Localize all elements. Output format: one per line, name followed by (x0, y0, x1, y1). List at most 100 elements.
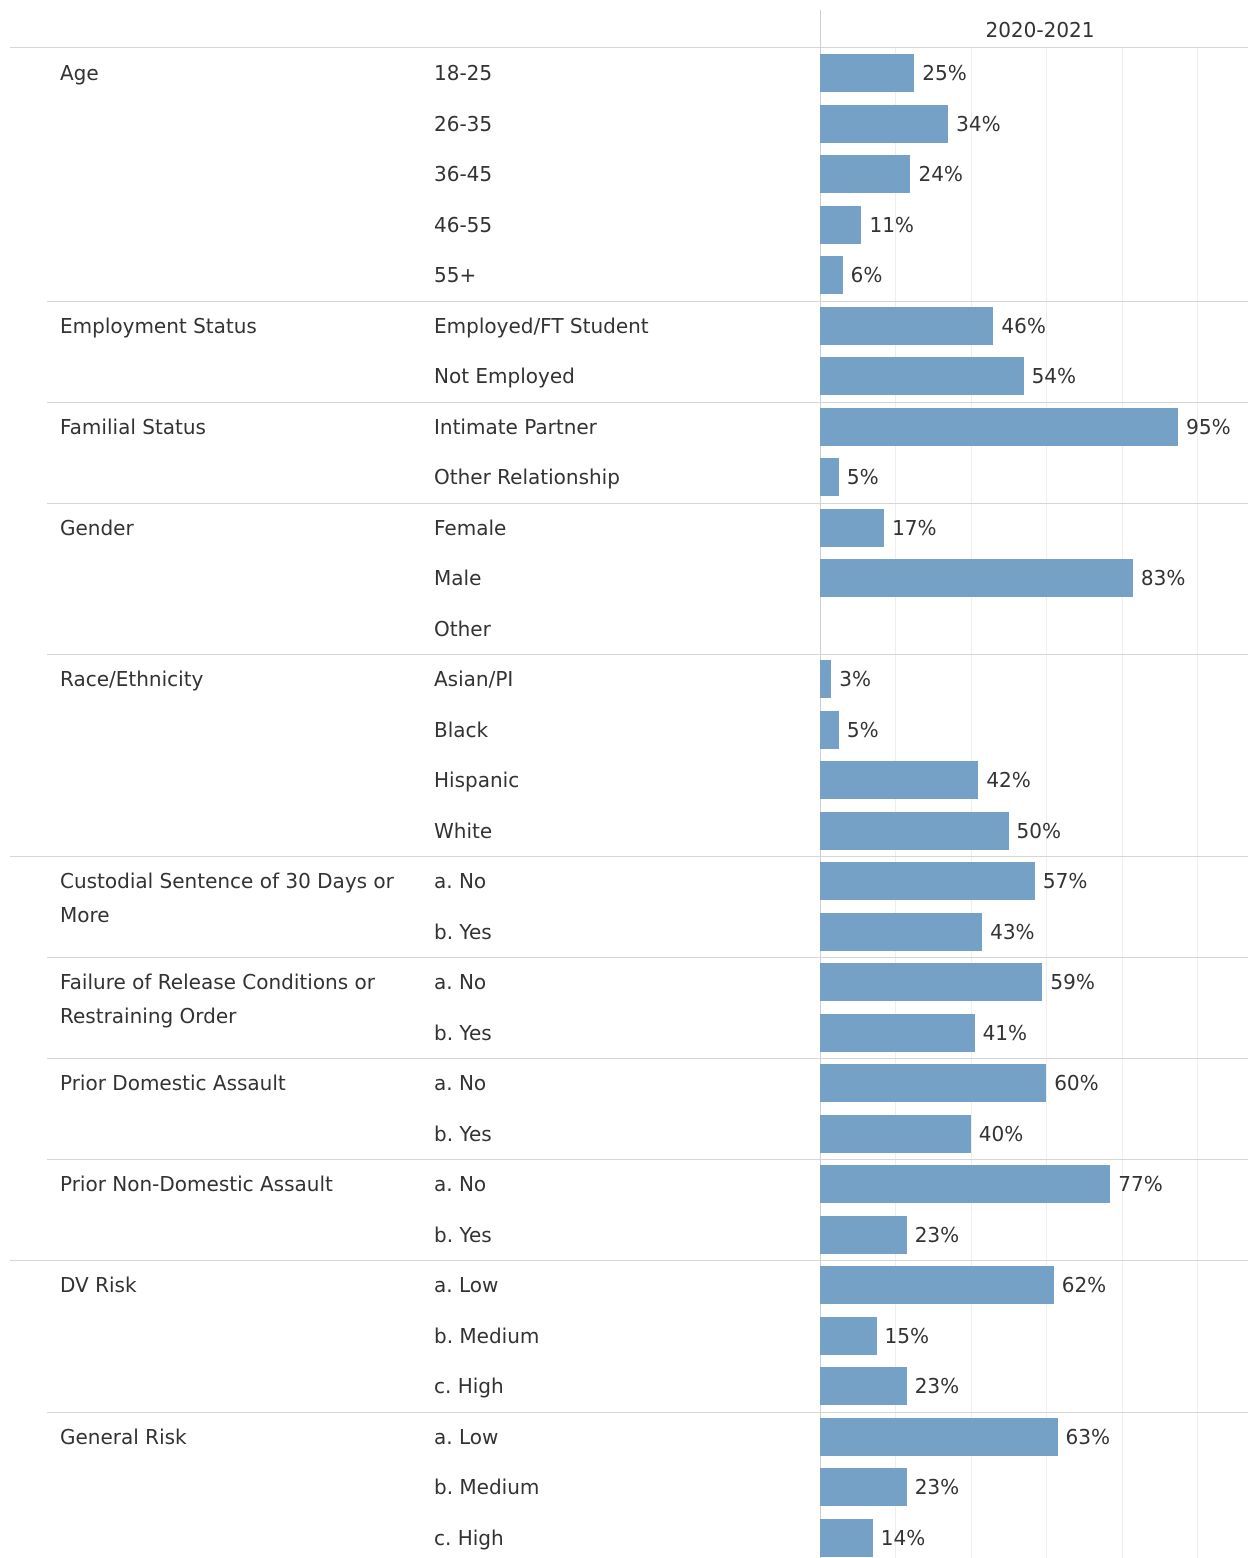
value-label: 14% (880, 1525, 926, 1550)
group-label: Failure of Release Conditions or Restrai… (60, 970, 375, 1029)
bar (820, 357, 1024, 396)
category-label: 26-35 (434, 111, 493, 136)
group-label: Prior Non-Domestic Assault (60, 1172, 333, 1197)
category-label: a. No (434, 1172, 487, 1197)
group-rule (47, 957, 1248, 958)
value-label: 77% (1118, 1172, 1163, 1197)
bar (820, 963, 1043, 1002)
value-label: 83% (1140, 566, 1186, 591)
value-label: 43% (990, 919, 1035, 944)
category-label: Female (434, 515, 507, 540)
category-label: Other Relationship (434, 465, 620, 490)
category-label: 18-25 (434, 61, 493, 86)
value-label: 25% (922, 61, 967, 86)
value-label: 50% (1016, 818, 1061, 843)
column-header: 2020-2021 (985, 18, 1095, 42)
bar (820, 912, 983, 951)
category-label: a. No (434, 1071, 487, 1096)
category-label: a. No (434, 869, 487, 894)
bar (820, 1468, 907, 1507)
category-label: b. Yes (434, 1121, 492, 1146)
bar (820, 1417, 1058, 1456)
value-label: 11% (869, 212, 914, 237)
category-label: a. Low (434, 1424, 499, 1449)
bar (820, 811, 1009, 850)
bar (820, 104, 949, 143)
grid-line (895, 48, 897, 1558)
group-label: Employment Status (60, 313, 257, 338)
group-label: DV Risk (60, 1273, 137, 1298)
category-label: Other (434, 616, 491, 641)
group-label: Age (60, 61, 99, 86)
bar (820, 559, 1133, 598)
bar (820, 1266, 1054, 1305)
bar (820, 54, 915, 93)
category-label: b. Medium (434, 1323, 540, 1348)
value-label: 17% (892, 515, 937, 540)
grid-line (1121, 48, 1123, 1558)
value-label: 3% (839, 667, 872, 692)
bar (820, 1367, 907, 1406)
value-label: 63% (1065, 1424, 1110, 1449)
category-label: c. High (434, 1374, 504, 1399)
group-rule (10, 1260, 1248, 1261)
grid-line (970, 48, 972, 1558)
category-label: Asian/PI (434, 667, 514, 692)
value-label: 59% (1050, 970, 1095, 995)
bar (820, 660, 832, 699)
bar (820, 1215, 907, 1254)
value-label: 34% (956, 111, 1001, 136)
bar (820, 862, 1035, 901)
group-rule (47, 502, 1248, 504)
category-label: Black (434, 717, 489, 742)
bar (820, 761, 979, 800)
bar (820, 205, 862, 244)
category-label: Not Employed (434, 364, 575, 389)
value-label: 57% (1042, 869, 1088, 894)
bar (820, 256, 843, 295)
value-label: 23% (914, 1374, 960, 1399)
category-label: b. Yes (434, 1020, 492, 1045)
category-label: b. Yes (434, 919, 492, 944)
header-rule (10, 47, 1248, 48)
bar (820, 306, 994, 345)
group-rule (47, 300, 1248, 302)
value-label: 5% (846, 465, 879, 490)
value-label: 95% (1186, 414, 1231, 439)
category-label: a. No (434, 970, 487, 995)
category-label: 46-55 (434, 212, 493, 237)
value-label: 6% (850, 263, 883, 288)
category-label: Employed/FT Student (434, 313, 649, 338)
category-label: a. Low (434, 1273, 499, 1298)
value-label: 46% (1001, 313, 1046, 338)
value-label: 42% (986, 768, 1031, 793)
group-rule (47, 401, 1248, 403)
value-label: 60% (1054, 1071, 1099, 1096)
bar (820, 155, 911, 194)
bar (820, 508, 885, 547)
bar (820, 1316, 877, 1355)
group-label: Race/Ethnicity (60, 667, 204, 692)
category-label: 55+ (434, 263, 477, 288)
category-label: b. Medium (434, 1475, 540, 1500)
category-label: c. High (434, 1525, 504, 1550)
category-label: Male (434, 566, 482, 591)
group-label: Gender (60, 515, 134, 540)
category-label: Intimate Partner (434, 414, 597, 439)
value-label: 24% (918, 162, 963, 187)
category-label: Hispanic (434, 768, 520, 793)
value-label: 62% (1061, 1273, 1107, 1298)
value-label: 23% (914, 1222, 960, 1247)
value-label: 40% (978, 1121, 1024, 1146)
category-label: White (434, 818, 493, 843)
group-label: Prior Domestic Assault (60, 1071, 286, 1096)
group-rule (47, 1159, 1248, 1160)
bar (820, 1064, 1047, 1103)
group-label: Familial Status (60, 414, 206, 439)
grid-line (1197, 48, 1198, 1558)
category-label: b. Yes (434, 1222, 492, 1247)
value-label: 15% (884, 1323, 929, 1348)
group-rule (47, 654, 1248, 655)
group-label: General Risk (60, 1424, 187, 1449)
